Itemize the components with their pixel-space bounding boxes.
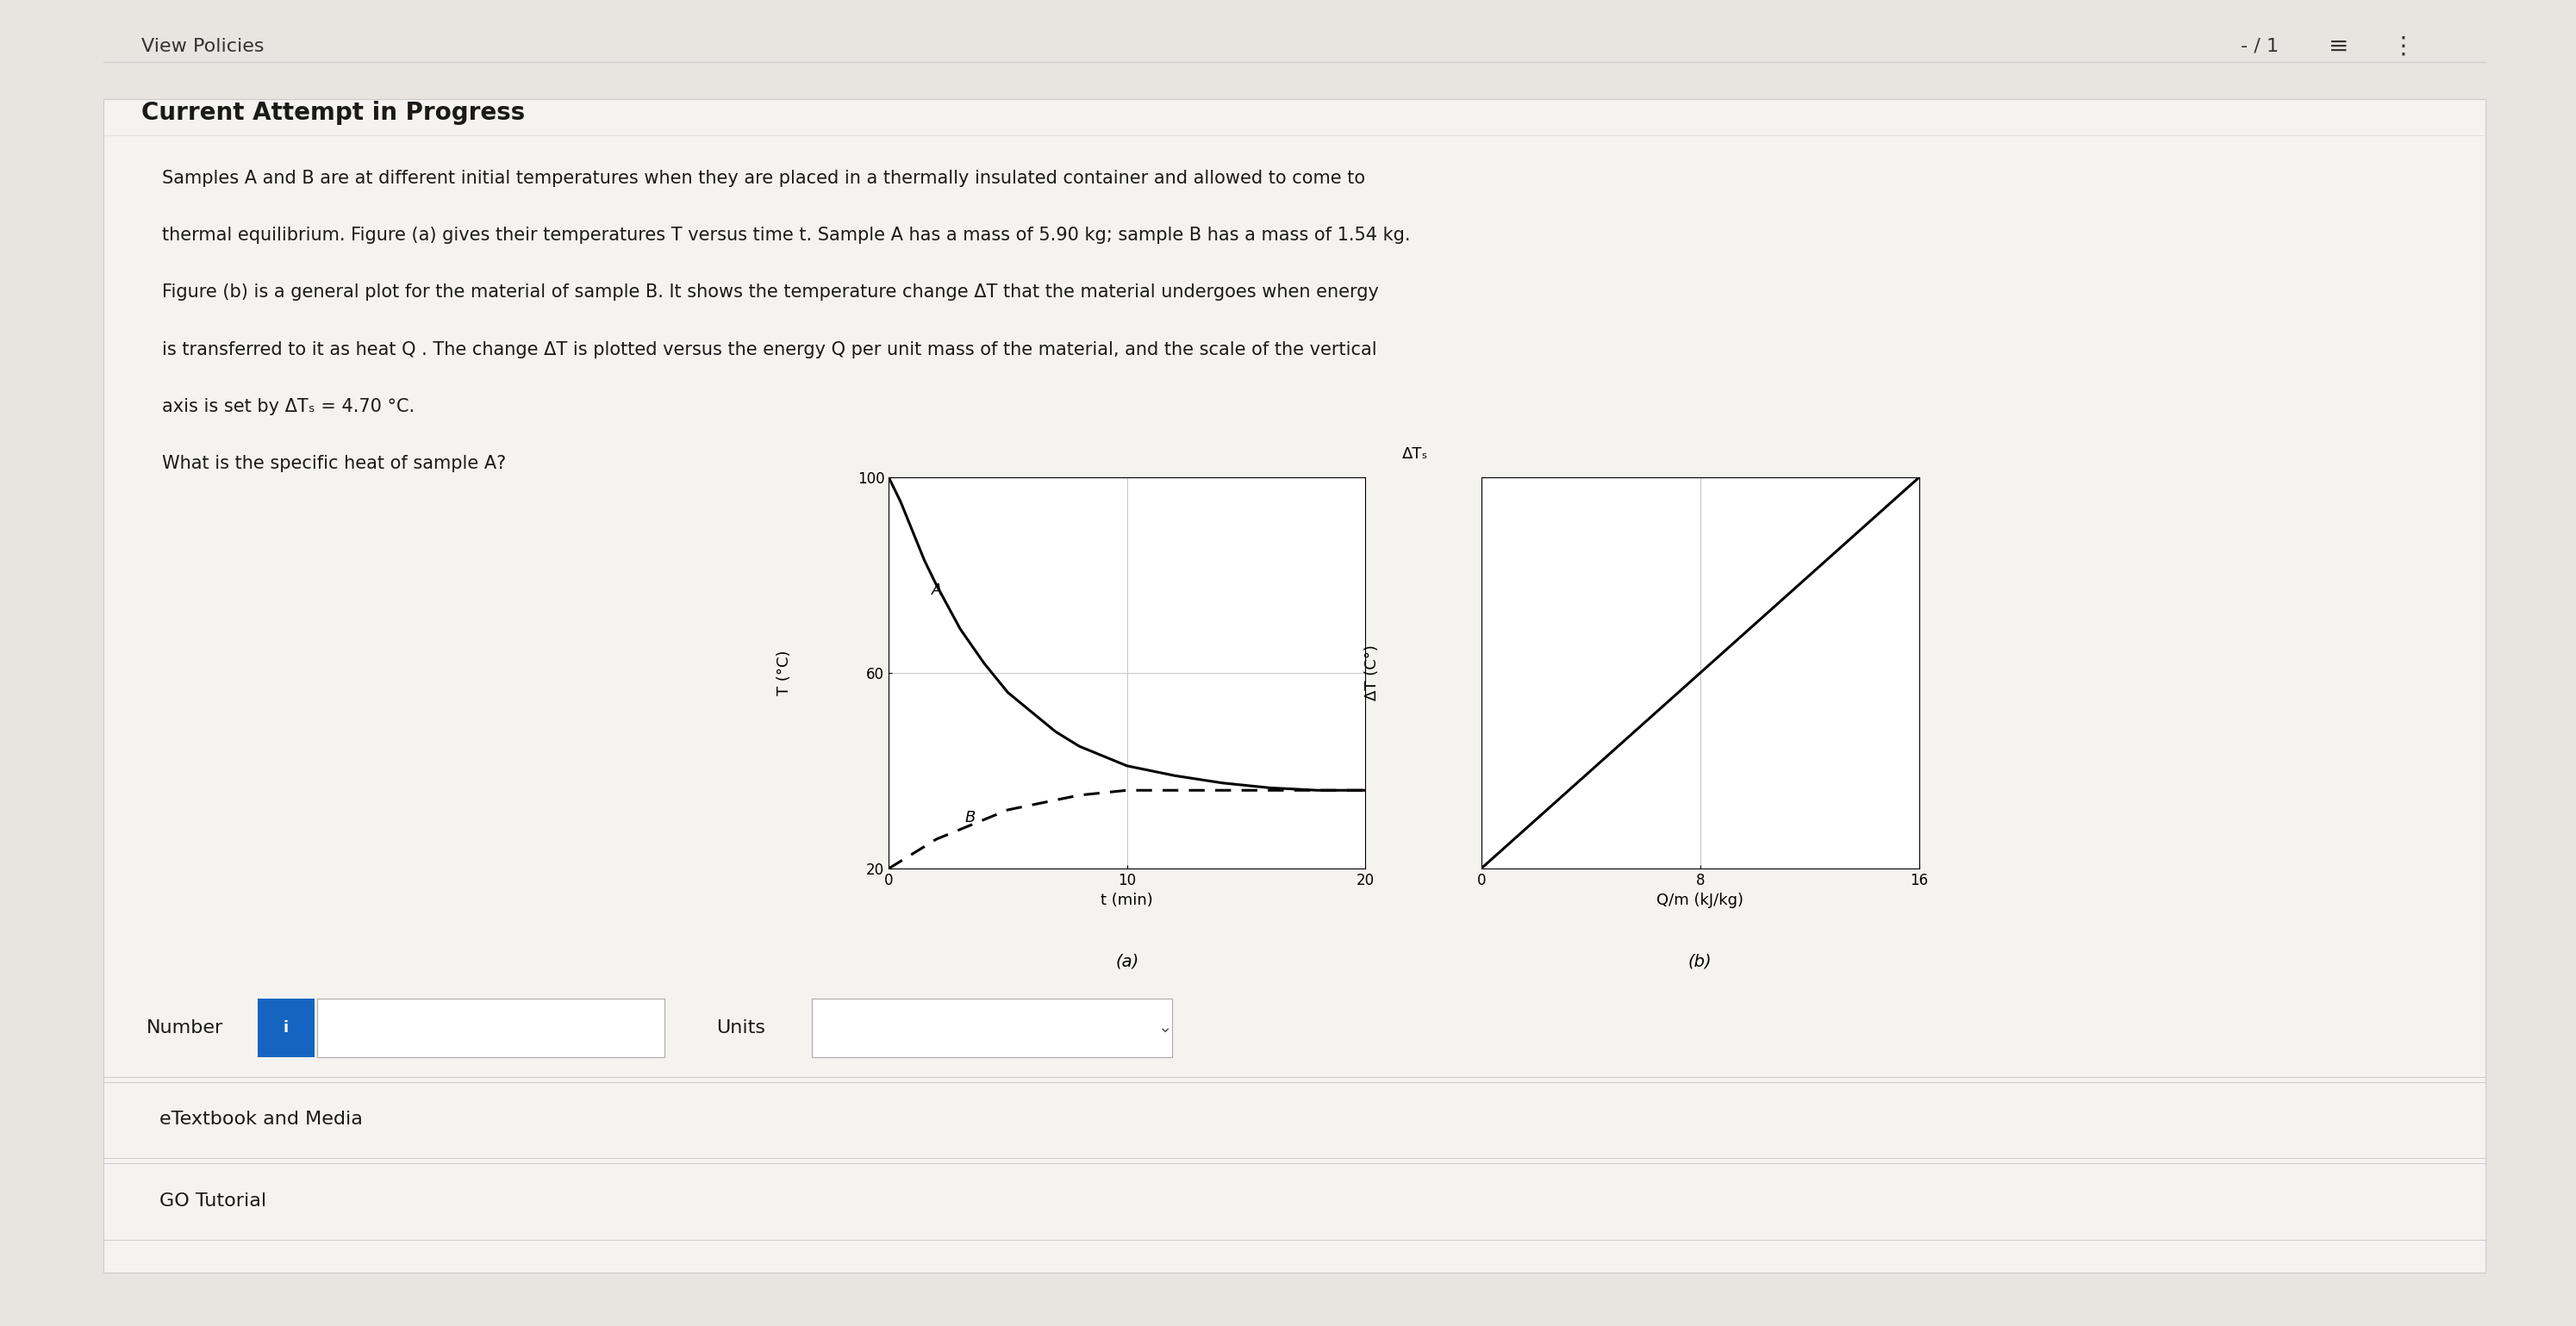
Text: (b): (b) xyxy=(1687,953,1713,969)
Text: ⌄: ⌄ xyxy=(1157,1020,1172,1036)
Text: Units: Units xyxy=(716,1020,765,1036)
Text: GO Tutorial: GO Tutorial xyxy=(160,1193,268,1209)
Text: ⋮: ⋮ xyxy=(2391,34,2416,58)
Bar xyxy=(811,998,1172,1057)
Text: What is the specific heat of sample A?: What is the specific heat of sample A? xyxy=(162,455,507,472)
Bar xyxy=(103,99,2486,1273)
Text: is transferred to it as heat Q . The change ΔT is plotted versus the energy Q pe: is transferred to it as heat Q . The cha… xyxy=(162,341,1378,358)
Text: ΔT (C°): ΔT (C°) xyxy=(1363,644,1381,701)
Text: Current Attempt in Progress: Current Attempt in Progress xyxy=(142,101,526,125)
Text: - / 1: - / 1 xyxy=(2241,38,2280,54)
Text: View Policies: View Policies xyxy=(142,38,265,54)
Text: A: A xyxy=(933,582,943,598)
Text: T (°C): T (°C) xyxy=(775,650,791,696)
Text: Samples A and B are at different initial temperatures when they are placed in a : Samples A and B are at different initial… xyxy=(162,170,1365,187)
X-axis label: t (min): t (min) xyxy=(1100,892,1154,908)
Text: axis is set by ΔTₛ = 4.70 °C.: axis is set by ΔTₛ = 4.70 °C. xyxy=(162,398,415,415)
Text: ≡: ≡ xyxy=(2329,34,2349,58)
Text: Figure (b) is a general plot for the material of sample B. It shows the temperat: Figure (b) is a general plot for the mat… xyxy=(162,284,1378,301)
Text: B: B xyxy=(966,810,976,826)
Bar xyxy=(103,1163,2486,1240)
Bar xyxy=(103,1082,2486,1158)
Bar xyxy=(317,998,665,1057)
Text: thermal equilibrium. Figure (a) gives their temperatures T versus time t. Sample: thermal equilibrium. Figure (a) gives th… xyxy=(162,227,1412,244)
Bar xyxy=(258,998,314,1057)
Text: eTextbook and Media: eTextbook and Media xyxy=(160,1111,363,1127)
Text: i: i xyxy=(283,1020,289,1036)
Text: ΔTₛ: ΔTₛ xyxy=(1401,447,1430,461)
X-axis label: Q/m (kJ/kg): Q/m (kJ/kg) xyxy=(1656,892,1744,908)
Text: Number: Number xyxy=(147,1020,224,1036)
Text: (a): (a) xyxy=(1115,953,1139,969)
